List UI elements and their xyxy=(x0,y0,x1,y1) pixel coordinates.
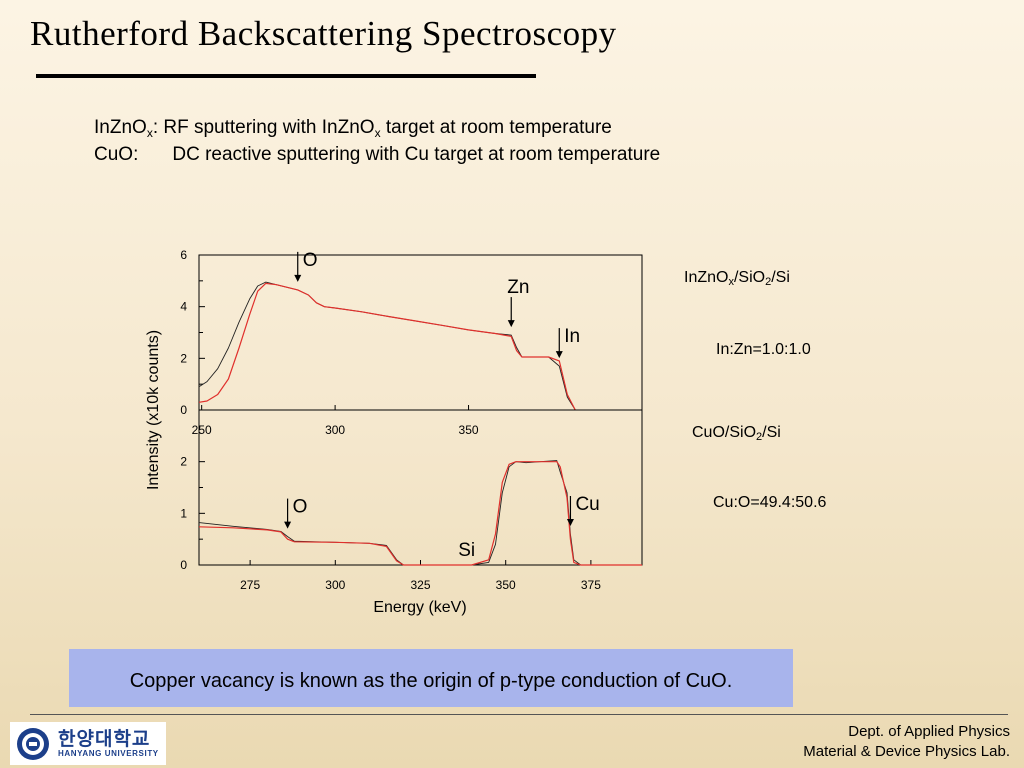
department-name: Dept. of Applied Physics xyxy=(848,723,1010,740)
top-series-simulated xyxy=(198,282,576,411)
university-seal-icon xyxy=(17,727,49,760)
university-logo: 한양대학교 HANYANG UNIVERSITY xyxy=(10,722,166,765)
bottom-series-measured xyxy=(198,460,642,566)
bottom-plot-frame xyxy=(198,409,643,566)
top-edge-arrowhead-o xyxy=(294,274,302,282)
bottom-edge-label-si: Si xyxy=(458,540,475,561)
footer-divider xyxy=(30,714,1008,715)
bottom-y-tick-label: 2 xyxy=(180,455,187,469)
description-line-inznox: InZnOx: RF sputtering with InZnOx target… xyxy=(94,117,612,140)
top-y-tick-label: 6 xyxy=(180,248,187,262)
bottom-y-tick-label: 1 xyxy=(180,506,187,520)
bottom-x-tick-label: 375 xyxy=(581,578,601,592)
bottom-edge-arrowhead-cu xyxy=(566,519,574,526)
top-edge-arrowhead-in xyxy=(555,351,563,359)
top-edge-label-zn: Zn xyxy=(507,277,529,298)
top-sample-label: InZnOx/SiO2/Si xyxy=(684,269,790,288)
bottom-edge-label-cu: Cu xyxy=(575,494,599,515)
bottom-y-tick-label: 0 xyxy=(180,558,187,572)
title-underline xyxy=(36,74,536,78)
top-composition-ratio: In:Zn=1.0:1.0 xyxy=(716,341,811,358)
bottom-x-tick-label: 325 xyxy=(410,578,430,592)
top-edge-arrowhead-zn xyxy=(507,320,515,328)
bottom-x-tick-label: 350 xyxy=(496,578,516,592)
bottom-composition-ratio: Cu:O=49.4:50.6 xyxy=(713,494,827,511)
top-y-tick-label: 2 xyxy=(180,351,187,365)
slide-title: Rutherford Backscattering Spectroscopy xyxy=(30,14,617,53)
bottom-edge-arrowhead-o xyxy=(284,521,292,529)
y-axis-title: Intensity (x10k counts) xyxy=(145,330,162,490)
top-y-tick-label: 4 xyxy=(180,300,187,314)
bottom-sample-label: CuO/SiO2/Si xyxy=(692,424,781,443)
top-edge-label-o: O xyxy=(303,250,318,271)
top-x-tick-label: 250 xyxy=(192,423,212,437)
logo-korean-text: 한양대학교 xyxy=(58,728,151,750)
bottom-series-simulated xyxy=(198,461,642,566)
conclusion-callout: Copper vacancy is known as the origin of… xyxy=(69,649,793,707)
bottom-edge-label-o: O xyxy=(293,497,308,518)
top-edge-label-in: In xyxy=(564,326,580,347)
top-x-tick-label: 300 xyxy=(325,423,345,437)
bottom-x-tick-label: 300 xyxy=(325,578,345,592)
top-y-tick-label: 0 xyxy=(180,403,187,417)
top-series-measured xyxy=(198,281,576,411)
top-x-tick-label: 350 xyxy=(459,423,479,437)
description-line-cuo: CuO: DC reactive sputtering with Cu targe… xyxy=(94,144,661,165)
lab-name: Material & Device Physics Lab. xyxy=(803,743,1010,760)
bottom-x-tick-label: 275 xyxy=(240,578,260,592)
x-axis-title: Energy (keV) xyxy=(373,599,466,616)
logo-english-text: HANYANG UNIVERSITY xyxy=(58,749,159,758)
footer-lab-info: Dept. of Applied Physics Material & Devi… xyxy=(803,722,1010,762)
